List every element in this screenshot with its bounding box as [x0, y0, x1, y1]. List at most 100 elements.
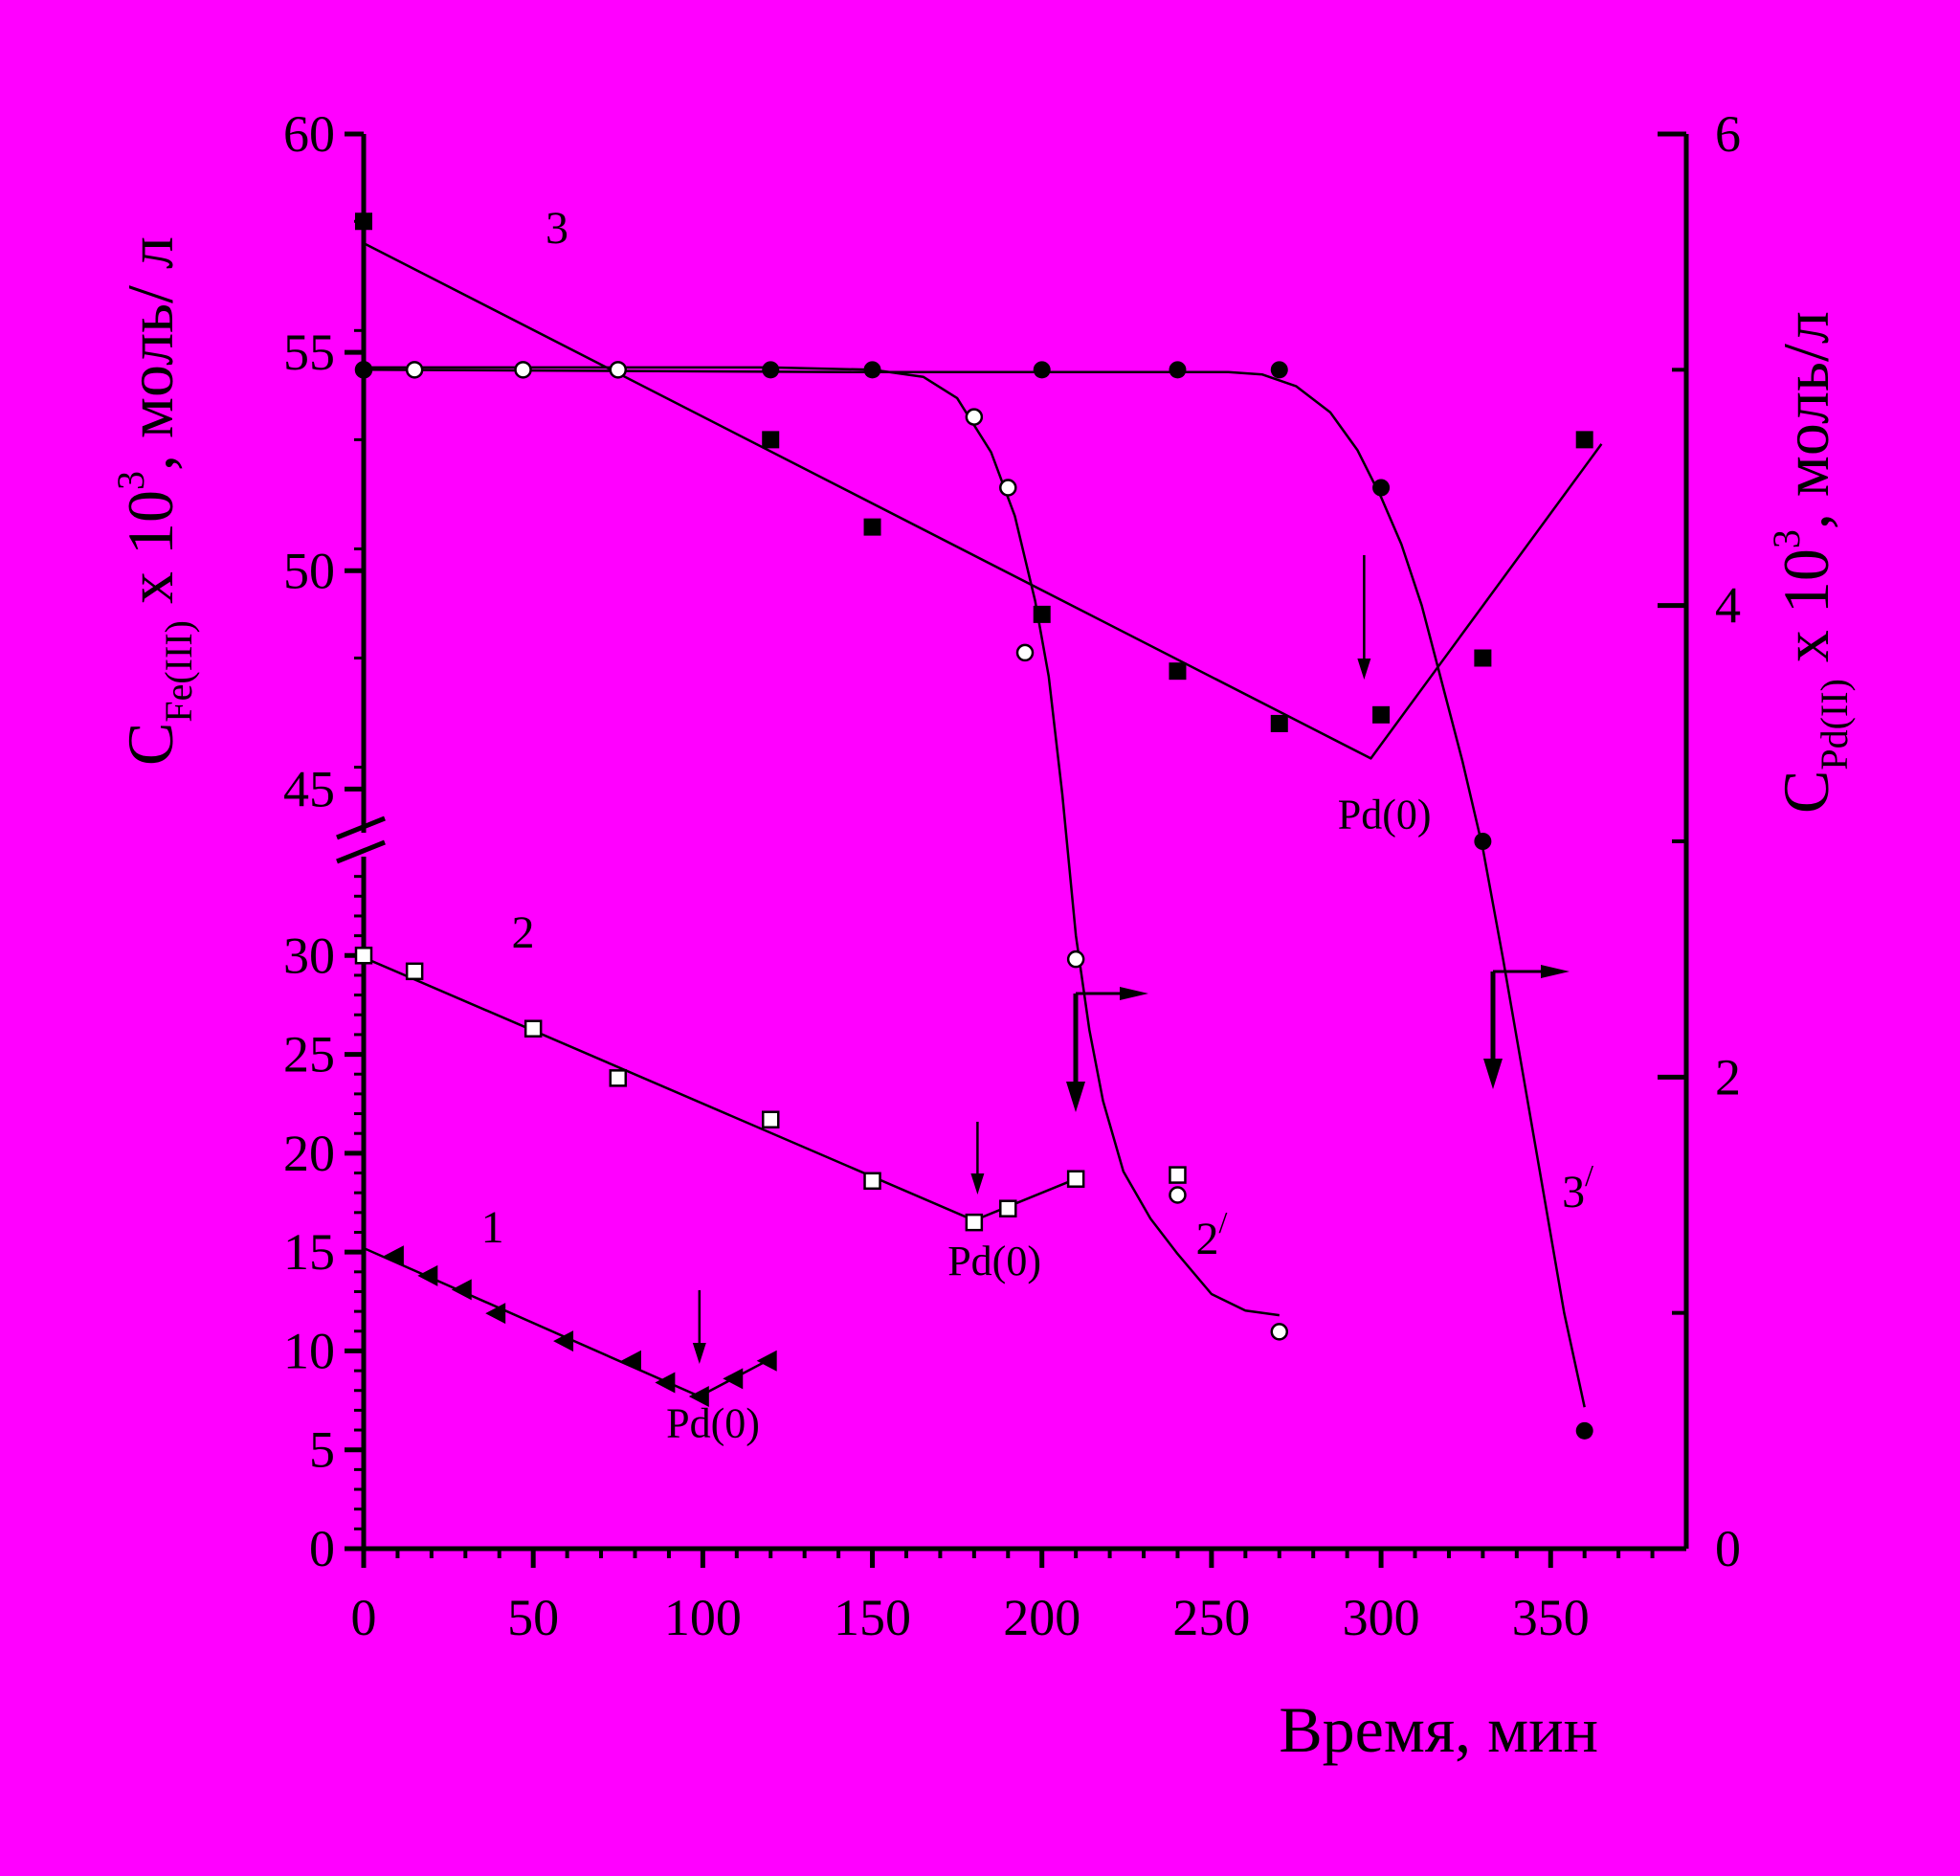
data-point	[761, 1110, 780, 1128]
pd0-label: Pd(0)	[666, 1400, 760, 1447]
data-point	[485, 1303, 506, 1325]
y-left-tick-label: 10	[283, 1322, 335, 1379]
y-right-axis-title: CPd(II) x 103, моль/л	[1765, 311, 1856, 814]
fit-line-1	[363, 1246, 771, 1398]
x-axis-title: Время, мин	[1279, 1693, 1598, 1766]
data-point	[1033, 605, 1051, 623]
data-point	[863, 1172, 881, 1191]
pd0-label: Pd(0)	[947, 1238, 1041, 1284]
y-right-title-sub: Pd(II)	[1813, 679, 1856, 770]
y-right-title-sup: 3	[1765, 529, 1808, 548]
data-point	[1169, 1166, 1187, 1184]
data-point	[355, 361, 372, 379]
data-point	[523, 1019, 543, 1038]
axis-indicator-arrow-head	[1066, 1082, 1085, 1112]
data-point	[762, 431, 780, 449]
x-tick-label: 0	[351, 1589, 377, 1646]
data-point	[1575, 431, 1593, 449]
axis-break-mark	[336, 839, 386, 864]
y-right-title-unit: , моль/л	[1770, 311, 1842, 529]
data-point	[1066, 1170, 1085, 1188]
y-left-tick-label: 55	[283, 324, 335, 381]
data-point	[609, 361, 628, 379]
data-points	[354, 212, 1593, 1440]
data-point	[354, 947, 373, 965]
y-left-tick-label: 50	[283, 542, 335, 599]
x-tick-label: 150	[834, 1589, 911, 1646]
curve-label: 1	[481, 1202, 504, 1253]
data-point	[1474, 649, 1492, 667]
pd0-arrow-head	[970, 1173, 985, 1195]
data-point	[1169, 662, 1187, 681]
data-point	[355, 212, 372, 231]
data-point	[514, 361, 532, 379]
axes: 0 50 100 150 200 250 300 3500510152025304550556…	[283, 105, 1741, 1646]
axis-break-mark	[336, 815, 386, 840]
data-point	[762, 361, 780, 379]
y-left-tick-label: 60	[283, 105, 335, 163]
axis-indicator-arrow-head	[1541, 965, 1570, 978]
y-right-tick-label: 2	[1715, 1048, 1741, 1106]
data-point	[1169, 1186, 1187, 1204]
axis-indicator-arrow-head	[1120, 987, 1148, 1000]
data-point	[383, 1245, 404, 1267]
y-left-tick-label: 0	[309, 1520, 335, 1577]
y-left-tick-label: 25	[283, 1026, 335, 1083]
pd0-label: Pd(0)	[1338, 792, 1432, 838]
y-right-tick-label: 0	[1715, 1520, 1741, 1577]
data-point	[1372, 479, 1391, 497]
y-left-tick-label: 15	[283, 1223, 335, 1281]
y-left-title-main: C	[114, 723, 187, 766]
y-left-title-unit: , моль/ л	[114, 236, 187, 471]
pd0-arrow-head	[692, 1343, 706, 1364]
y-left-title-sub: Fe(III)	[157, 620, 200, 723]
data-point	[965, 408, 984, 426]
curve-label: 2	[512, 907, 535, 958]
fit-line-3prime	[363, 368, 1586, 1408]
annotations: Pd(0) Pd(0) Pd(0) 1 2 3 2/3/	[481, 203, 1594, 1446]
data-point	[723, 1368, 744, 1390]
data-point	[1575, 1421, 1593, 1440]
fit-line-2	[363, 956, 1077, 1222]
x-tick-label: 50	[507, 1589, 559, 1646]
data-point	[863, 518, 881, 536]
y-left-title-sup: 3	[109, 471, 152, 490]
data-point	[1033, 361, 1051, 379]
data-point	[1270, 714, 1288, 732]
data-point	[999, 1199, 1017, 1217]
y-left-tick-label: 30	[283, 927, 335, 984]
data-point	[451, 1279, 472, 1301]
data-point	[999, 479, 1017, 497]
data-point	[405, 962, 424, 981]
x-tick-label: 300	[1343, 1589, 1420, 1646]
data-point	[609, 1069, 628, 1087]
x-tick-label: 200	[1003, 1589, 1080, 1646]
data-point	[863, 361, 881, 379]
curve-label: 3/	[1562, 1158, 1593, 1217]
axis-indicator-arrow-head	[1483, 1059, 1503, 1089]
data-point	[655, 1372, 676, 1394]
data-point	[756, 1350, 777, 1372]
data-point	[1015, 643, 1035, 662]
fit-line-2prime	[364, 366, 1280, 1317]
fit-line-3	[363, 241, 1603, 760]
data-point	[965, 1213, 984, 1232]
y-right-tick-label: 6	[1715, 105, 1741, 163]
data-point	[1474, 833, 1492, 850]
svg-text:CFe(III) x 103, моль/ л: CFe(III) x 103, моль/ л	[109, 236, 200, 766]
y-right-title-rest: x 10	[1770, 548, 1842, 679]
svg-text:CPd(II) x 103, моль/л: CPd(II) x 103, моль/л	[1765, 311, 1856, 814]
data-point	[405, 361, 424, 379]
y-left-title-rest: x 10	[114, 490, 187, 620]
data-point	[553, 1330, 574, 1352]
data-point	[1066, 949, 1085, 969]
y-left-tick-label: 20	[283, 1125, 335, 1182]
y-left-tick-label: 5	[309, 1421, 335, 1479]
data-point	[1169, 361, 1187, 379]
curve-label: 3	[546, 203, 568, 254]
data-point	[688, 1385, 709, 1407]
x-tick-label: 100	[664, 1589, 742, 1646]
y-left-tick-label: 45	[283, 760, 335, 817]
data-point	[1270, 361, 1288, 379]
